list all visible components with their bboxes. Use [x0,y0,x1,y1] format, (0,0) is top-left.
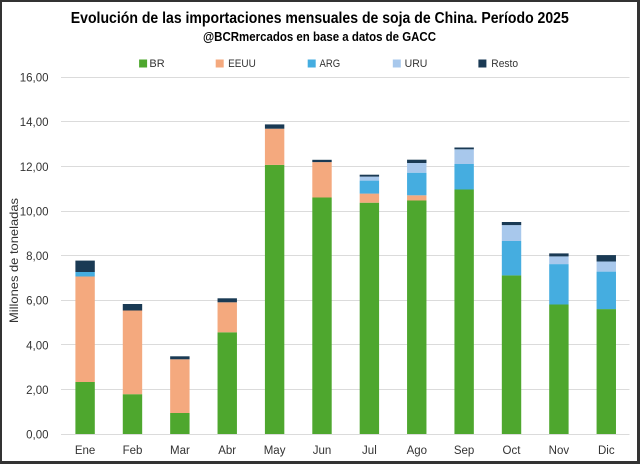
svg-text:Jun: Jun [313,445,332,457]
svg-text:Millones de toneladas: Millones de toneladas [7,198,21,323]
svg-text:2,00: 2,00 [26,385,48,397]
svg-text:Feb: Feb [123,445,143,457]
svg-text:Nov: Nov [549,445,570,457]
svg-text:6,00: 6,00 [26,296,48,308]
svg-text:Jul: Jul [362,445,377,457]
svg-text:Evolución de las importaciones: Evolución de las importaciones mensuales… [71,10,569,27]
svg-text:0,00: 0,00 [26,430,48,442]
svg-text:ARG: ARG [320,58,341,70]
svg-text:Ene: Ene [75,445,95,457]
svg-text:4,00: 4,00 [26,340,48,352]
svg-text:Mar: Mar [170,445,190,457]
svg-text:Abr: Abr [218,445,236,457]
svg-text:14,00: 14,00 [20,117,49,129]
svg-text:BR: BR [149,58,164,70]
svg-text:12,00: 12,00 [20,162,49,174]
svg-text:Dic: Dic [598,445,615,457]
svg-text:May: May [264,445,286,457]
svg-text:Resto: Resto [491,58,518,70]
svg-text:Ago: Ago [407,445,427,457]
svg-text:Oct: Oct [503,445,522,457]
svg-text:16,00: 16,00 [20,73,49,85]
svg-text:Sep: Sep [454,445,474,457]
svg-text:8,00: 8,00 [26,251,48,263]
svg-text:EEUU: EEUU [228,58,256,70]
svg-text:URU: URU [405,58,428,70]
svg-text:@BCRmercados en base a datos d: @BCRmercados en base a datos de GACC [203,30,436,44]
svg-text:10,00: 10,00 [20,206,49,218]
